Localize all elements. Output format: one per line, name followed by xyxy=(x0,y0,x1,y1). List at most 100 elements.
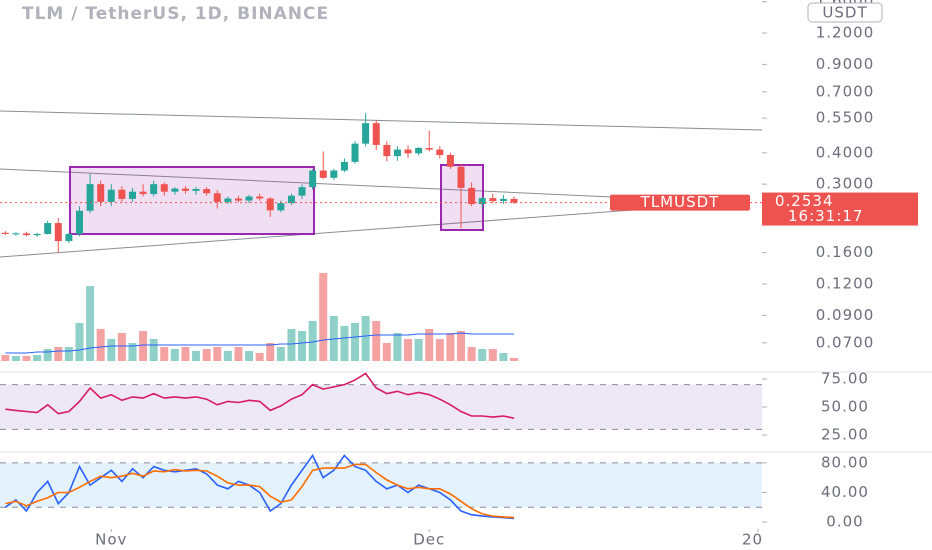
volume-bar xyxy=(139,331,148,361)
candle-body xyxy=(86,184,94,211)
volume-bar xyxy=(478,349,487,361)
volume-bar xyxy=(202,349,211,361)
trend-line xyxy=(0,204,701,258)
y-tick-label: 40.00 xyxy=(821,483,869,501)
candle-body xyxy=(362,123,370,144)
candle-body xyxy=(1,232,9,234)
candle-body xyxy=(330,170,338,178)
candle-body xyxy=(478,198,486,205)
candle-body xyxy=(489,198,497,202)
candle-body xyxy=(224,198,232,202)
candle-body xyxy=(107,189,115,202)
candle-body xyxy=(181,188,189,191)
x-tick-label: Nov xyxy=(95,531,127,549)
candle-body xyxy=(118,189,126,199)
candle-body xyxy=(298,187,306,196)
volume-bar xyxy=(192,351,201,361)
candle-body xyxy=(277,203,285,211)
chart-title: TLM / TetherUS, 1D, BINANCE xyxy=(22,4,329,24)
y-tick-label: 25.00 xyxy=(821,425,869,443)
volume-bar xyxy=(351,323,360,361)
trend-line xyxy=(0,110,762,131)
y-tick-label: 80.00 xyxy=(821,453,869,471)
y-tick-label: 0.7000 xyxy=(816,82,875,100)
candle-body xyxy=(266,198,274,211)
candle-body xyxy=(256,196,264,199)
candle-body xyxy=(404,149,412,154)
y-tick-label: 0.0700 xyxy=(816,333,875,351)
volume-bar xyxy=(467,347,476,361)
volume-bar xyxy=(86,286,95,361)
volume-bar xyxy=(160,347,169,361)
volume-bar xyxy=(488,349,497,361)
volume-bar xyxy=(298,331,307,361)
volume-bar xyxy=(43,349,52,361)
marks: Nov Dec 202 xyxy=(0,113,762,549)
indicator-line xyxy=(5,372,515,419)
volume-bar xyxy=(255,353,264,361)
candle-body xyxy=(171,188,179,192)
volume-bar xyxy=(75,323,84,361)
range-box xyxy=(69,166,315,235)
volume-bar xyxy=(382,343,391,361)
volume-bar xyxy=(96,329,105,361)
volume-bar xyxy=(425,329,434,361)
candle-body xyxy=(340,161,348,171)
price-axis: 1.60001.20000.90000.70000.55000.40000.30… xyxy=(762,0,875,531)
candle-body xyxy=(383,144,391,157)
band-fill xyxy=(0,384,762,430)
candle-body xyxy=(160,184,168,192)
volume-bar xyxy=(446,333,455,361)
candle-body xyxy=(150,184,158,195)
symbol-box xyxy=(610,194,750,211)
candle-body xyxy=(234,198,242,201)
volume-bar xyxy=(223,351,232,361)
candle-body xyxy=(415,148,423,154)
candle-body xyxy=(457,166,465,188)
volume-bar xyxy=(287,329,296,361)
y-tick-label: 0.3000 xyxy=(816,175,875,193)
y-tick-label: 1.2000 xyxy=(816,24,875,42)
volume-bar xyxy=(340,326,349,361)
volume-bar xyxy=(33,355,42,361)
volume-ma xyxy=(5,332,514,354)
y-tick-label: 0.1600 xyxy=(816,243,875,261)
volume-bar xyxy=(457,331,466,361)
candle-body xyxy=(319,170,327,178)
volume-bar xyxy=(435,339,444,361)
candle-body xyxy=(128,191,136,199)
candle-body xyxy=(287,195,295,204)
y-tick-label: 0.5500 xyxy=(816,109,875,127)
volume-bar xyxy=(510,358,519,361)
volume-bar xyxy=(11,356,20,361)
currency-box[interactable] xyxy=(807,2,883,23)
currency[interactable]: USDT xyxy=(822,4,867,22)
volume-bar xyxy=(245,351,254,361)
y-tick-label: 75.00 xyxy=(821,370,869,388)
symbol-label: TLMUSDT xyxy=(640,193,720,211)
candle-body xyxy=(245,196,253,201)
candle-body xyxy=(33,233,41,236)
y-tick-label: 50.00 xyxy=(821,398,869,416)
volume-bar xyxy=(308,321,317,361)
volume-bar xyxy=(319,273,328,361)
volume-bar xyxy=(213,347,222,361)
candle-body xyxy=(12,233,20,235)
y-tick-label: 0.0900 xyxy=(816,306,875,324)
volume-bar xyxy=(107,339,116,361)
countdown: 16:31:17 xyxy=(788,207,863,225)
last-price-label: 0.2534 xyxy=(775,192,834,210)
candle-body xyxy=(44,223,52,234)
drawings xyxy=(0,110,762,258)
candle-body xyxy=(309,170,317,188)
candle-body xyxy=(75,210,83,234)
volume-bar xyxy=(372,321,381,361)
volume-bar xyxy=(170,349,179,361)
volume-bar xyxy=(149,339,158,361)
volume-bar xyxy=(361,316,370,361)
candle-body xyxy=(425,148,433,150)
volume-bar xyxy=(181,347,190,361)
volume-bar xyxy=(54,347,63,361)
